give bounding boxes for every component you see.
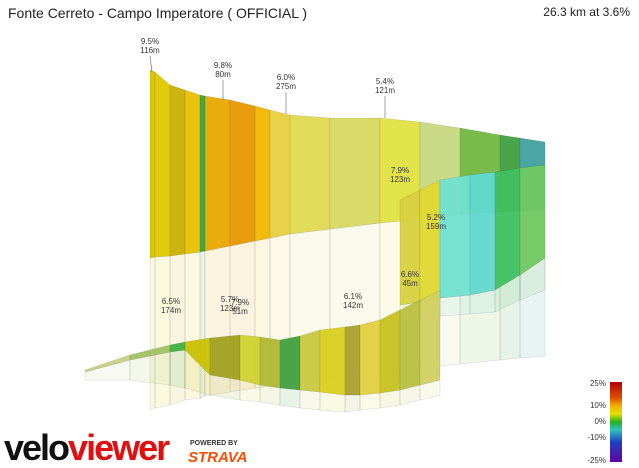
profile-strip	[279, 335, 301, 391]
reflection	[154, 255, 171, 409]
annotation: 7.9%123m	[390, 166, 410, 184]
annotation: 7.9%51m	[231, 298, 249, 316]
annotation: 9.5%116m	[140, 37, 160, 73]
summary: 26.3 km at 3.6%	[543, 5, 630, 19]
svg-text:123m: 123m	[390, 175, 410, 184]
legend-label: -25%	[587, 456, 606, 465]
svg-text:6.5%: 6.5%	[162, 297, 180, 306]
svg-text:116m: 116m	[140, 46, 160, 55]
profile-strip	[149, 69, 156, 259]
svg-text:80m: 80m	[215, 70, 231, 79]
strava-logo: STRAVA	[188, 449, 247, 466]
profile-strip	[419, 289, 441, 386]
profile-strip	[469, 171, 496, 296]
legend-label: 25%	[590, 379, 606, 388]
profile-walls	[84, 69, 546, 413]
legend-gradient	[610, 382, 622, 462]
profile-strip	[399, 299, 421, 391]
profile-strip	[254, 105, 271, 242]
profile-strip	[259, 336, 281, 389]
profile-strip	[154, 71, 171, 258]
legend-label: -10%	[587, 433, 606, 442]
svg-text:7.9%: 7.9%	[231, 298, 249, 307]
reflection	[149, 256, 156, 411]
svg-text:159m: 159m	[426, 222, 446, 231]
reflection	[169, 349, 186, 389]
profile-strip	[519, 164, 546, 276]
reflection	[519, 257, 546, 301]
reflection	[344, 394, 361, 413]
reflection	[279, 387, 301, 409]
profile-strip	[209, 334, 241, 381]
svg-text:7.9%: 7.9%	[391, 166, 409, 175]
svg-text:275m: 275m	[276, 82, 296, 91]
reflection	[259, 384, 281, 406]
annotation: 9.8%80m	[214, 61, 232, 100]
reflection	[359, 392, 381, 411]
profile-strip	[229, 99, 256, 247]
svg-text:45m: 45m	[402, 279, 418, 288]
logo: veloviewer	[4, 427, 170, 468]
annotation: 5.4%121m	[375, 77, 395, 118]
profile-strip	[239, 334, 261, 386]
svg-text:9.8%: 9.8%	[214, 61, 232, 70]
svg-text:123m: 123m	[220, 304, 240, 313]
profile-strip	[439, 174, 471, 299]
svg-text:51m: 51m	[232, 307, 248, 316]
powered-by: POWERED BY	[190, 440, 238, 447]
profile-strip	[199, 94, 206, 253]
profile-strip	[344, 324, 361, 396]
svg-text:6.6%: 6.6%	[401, 270, 419, 279]
svg-text:174m: 174m	[161, 306, 181, 315]
svg-text:5.7%: 5.7%	[221, 295, 239, 304]
reflection	[439, 294, 471, 317]
reflection	[319, 391, 346, 413]
annotation: 5.7%123m	[220, 295, 240, 313]
svg-text:5.2%: 5.2%	[427, 213, 445, 222]
profile-strip	[494, 167, 521, 291]
profile-strip	[289, 114, 331, 235]
annotation: 5.2%159m	[426, 213, 446, 231]
reflection	[379, 389, 401, 409]
profile-strip	[299, 329, 321, 393]
title: Fonte Cerreto - Campo Imperatore ( OFFIC…	[8, 5, 307, 21]
svg-text:121m: 121m	[375, 86, 395, 95]
profile-strip	[204, 95, 231, 252]
annotation: 6.5%174m	[161, 297, 181, 315]
reflection	[209, 374, 241, 401]
profile-strip	[169, 84, 186, 257]
svg-text:5.4%: 5.4%	[376, 77, 394, 86]
reflection	[299, 389, 321, 411]
svg-text:9.5%: 9.5%	[141, 37, 159, 46]
profile-strip	[419, 179, 441, 303]
legend-label: 0%	[594, 417, 606, 426]
profile-strip	[359, 319, 381, 396]
annotation: 6.0%275m	[276, 73, 296, 114]
reflection	[184, 251, 201, 401]
profile-strip	[329, 117, 381, 230]
profile-strip	[319, 326, 346, 396]
profile-strip	[269, 109, 291, 239]
profile-strip	[184, 89, 201, 255]
profile-strip	[379, 309, 401, 394]
annotation: 6.1%142m	[343, 292, 363, 310]
annotation: 6.6%45m	[401, 270, 419, 288]
svg-text:6.0%: 6.0%	[277, 73, 295, 82]
reflection	[239, 379, 261, 403]
svg-text:142m: 142m	[343, 301, 363, 310]
legend-label: 10%	[590, 401, 606, 410]
reflection	[169, 253, 186, 406]
svg-text:6.1%: 6.1%	[344, 292, 362, 301]
